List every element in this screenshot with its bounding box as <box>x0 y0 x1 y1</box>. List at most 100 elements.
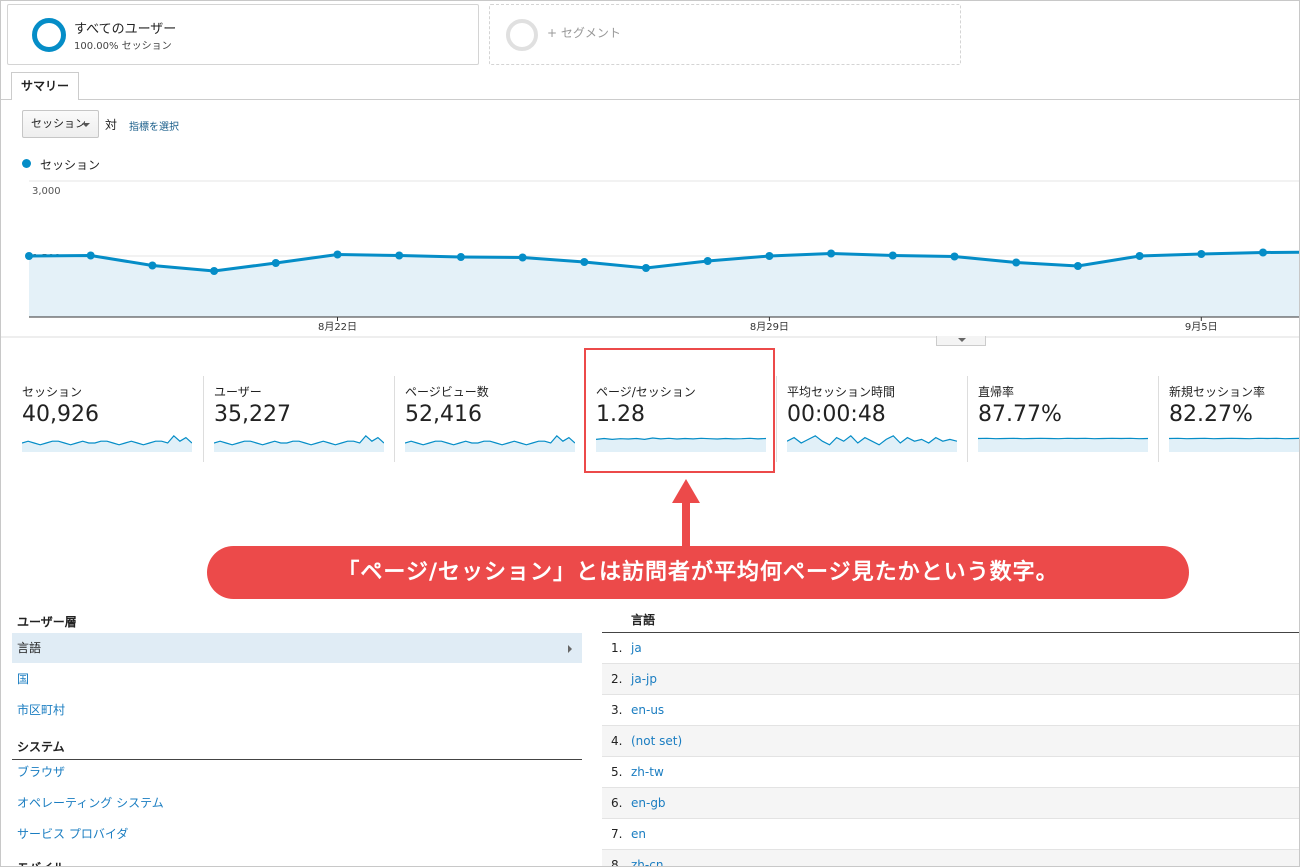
nav-heading-mobile: モバイル <box>12 859 582 866</box>
row-number: 2. <box>611 672 623 686</box>
metric-select[interactable]: セッション <box>22 110 99 138</box>
table-row: 1. ja <box>602 633 1299 664</box>
sparkline-area <box>22 435 192 452</box>
data-point[interactable] <box>580 258 589 266</box>
data-point[interactable] <box>395 251 404 260</box>
scorecard-value: 52,416 <box>405 402 482 427</box>
data-point[interactable] <box>148 261 157 270</box>
sparkline <box>978 437 1148 452</box>
data-point[interactable] <box>950 252 959 261</box>
nav-item-language[interactable]: 言語 <box>12 633 582 663</box>
table-row: 4. (not set) <box>602 726 1299 757</box>
table-header: 言語 <box>602 611 1299 633</box>
segment-title: すべてのユーザー <box>74 22 177 37</box>
tab-divider <box>1 99 1299 100</box>
highlight-box <box>584 348 775 473</box>
x-ticks: 8月22日 8月29日 9月5日 <box>318 317 1218 333</box>
language-link[interactable]: en-us <box>631 703 665 717</box>
scorecard[interactable]: 平均セッション時間 00:00:48 <box>776 376 967 462</box>
scorecard-value: 82.27% <box>1169 402 1253 427</box>
chart-area <box>25 248 1299 317</box>
sparkline-line <box>787 435 957 446</box>
scorecard[interactable]: 直帰率 87.77% <box>967 376 1158 462</box>
scorecard[interactable]: ページビュー数 52,416 <box>394 376 585 462</box>
data-point[interactable] <box>703 257 712 265</box>
sparkline-area <box>596 438 766 452</box>
data-point[interactable] <box>333 250 342 259</box>
data-point[interactable] <box>210 267 219 275</box>
data-point[interactable] <box>765 252 774 260</box>
scorecard[interactable]: 新規セッション率 82.27% <box>1158 376 1299 462</box>
data-point[interactable] <box>25 252 33 260</box>
language-link[interactable]: ja-jp <box>631 672 657 686</box>
table-row: 2. ja-jp <box>602 664 1299 695</box>
table-row: 7. en <box>602 819 1299 850</box>
data-point[interactable] <box>642 264 650 272</box>
sparkline-area <box>787 435 957 452</box>
language-link[interactable]: zh-tw <box>631 765 664 779</box>
sparkline <box>787 435 957 452</box>
nav-heading-system: システム <box>12 738 582 760</box>
sparkline-line <box>214 434 384 446</box>
segment-placeholder-ring-icon <box>506 19 538 51</box>
data-point[interactable] <box>1135 252 1144 260</box>
nav-item-os[interactable]: オペレーティング システム <box>17 796 164 810</box>
scorecard-label: 平均セッション時間 <box>787 385 896 399</box>
nav-item-country[interactable]: 国 <box>17 672 30 686</box>
data-point[interactable] <box>1259 248 1267 257</box>
series-dot-icon <box>22 159 31 168</box>
y-tick-label: 3,000 <box>32 186 61 197</box>
scorecard[interactable]: ユーザー 35,227 <box>203 376 394 462</box>
nav-item-browser[interactable]: ブラウザ <box>17 765 66 779</box>
segment-subtitle: 100.00% セッション <box>74 41 172 52</box>
nav-item-service-provider[interactable]: サービス プロバイダ <box>17 827 129 841</box>
sparkline <box>596 437 766 452</box>
scorecard[interactable]: セッション 40,926 <box>12 376 203 462</box>
sparkline-area <box>1169 438 1299 452</box>
language-link[interactable]: ja <box>631 641 642 655</box>
add-segment-button[interactable]: + セグメント <box>489 4 961 65</box>
chevron-right-icon <box>568 645 572 653</box>
data-point[interactable] <box>86 251 95 260</box>
x-tick-label: 9月5日 <box>1185 321 1218 333</box>
data-point[interactable] <box>518 253 527 262</box>
arrow-up-icon <box>672 479 700 547</box>
nav-item-label: 言語 <box>17 641 42 655</box>
callout-banner: 「ページ/セッション」とは訪問者が平均何ページ見たかという数字。 <box>207 546 1189 599</box>
data-point[interactable] <box>1073 262 1082 270</box>
scorecard[interactable]: ページ/セッション 1.28 <box>585 376 776 462</box>
nav-item-city[interactable]: 市区町村 <box>17 703 66 717</box>
tab-summary[interactable]: サマリー <box>11 72 79 100</box>
sparkline-area <box>405 435 575 452</box>
table-row: 8. zh-cn <box>602 850 1299 867</box>
row-number: 5. <box>611 765 623 779</box>
language-link[interactable]: en <box>631 827 646 841</box>
scorecard-value: 40,926 <box>22 402 99 427</box>
scorecards: セッション 40,926 ユーザー 35,227 ページビュー数 52,416 ページ/セッ… <box>12 376 1299 466</box>
pick-metric-link[interactable]: 指標を選択 <box>129 122 179 133</box>
segment-all-users[interactable]: すべてのユーザー 100.00% セッション <box>7 4 479 65</box>
x-tick-label: 8月29日 <box>750 321 789 333</box>
data-point[interactable] <box>1197 250 1206 258</box>
sparkline-line <box>405 434 575 446</box>
table-row: 6. en-gb <box>602 788 1299 819</box>
vs-label: 対 <box>105 118 118 132</box>
scorecard-value: 1.28 <box>596 402 645 427</box>
data-point[interactable] <box>888 251 897 260</box>
data-point[interactable] <box>456 253 465 261</box>
x-tick-label: 8月22日 <box>318 321 357 333</box>
scorecard-label: ページ/セッション <box>596 385 696 399</box>
sparkline <box>214 434 384 452</box>
language-link[interactable]: en-gb <box>631 796 666 810</box>
data-point[interactable] <box>1012 258 1021 267</box>
data-point[interactable] <box>827 249 836 258</box>
row-number: 6. <box>611 796 623 810</box>
data-point[interactable] <box>271 259 280 267</box>
language-link[interactable]: zh-cn <box>631 858 664 867</box>
chevron-down-icon <box>82 123 90 127</box>
scorecard-label: セッション <box>22 385 83 399</box>
scorecard-label: 直帰率 <box>978 385 1015 399</box>
nav-heading-demographics: ユーザー層 <box>12 613 582 635</box>
language-link[interactable]: (not set) <box>631 734 683 748</box>
chart-collapse-handle[interactable] <box>936 336 986 346</box>
